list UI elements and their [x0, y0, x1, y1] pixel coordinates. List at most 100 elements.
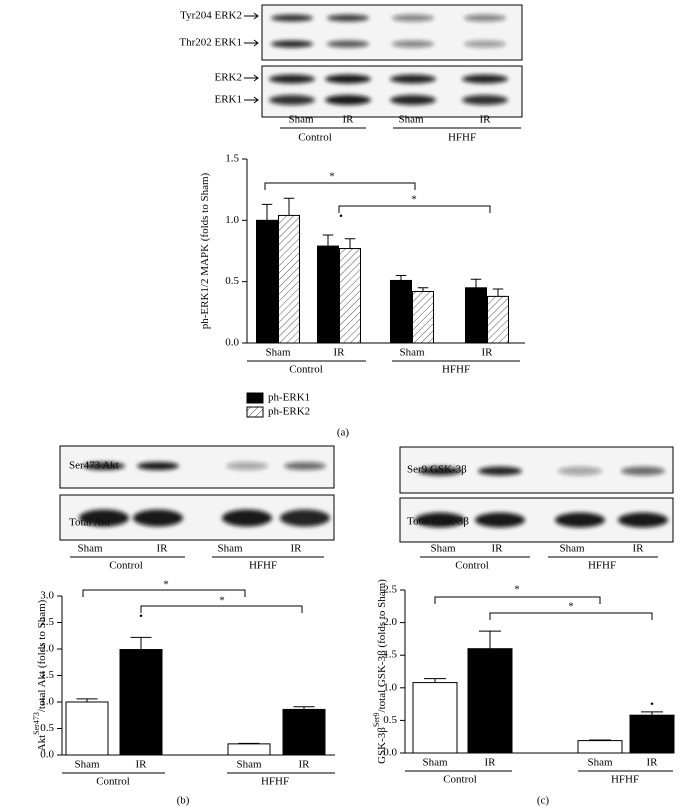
group-label: Control: [455, 560, 489, 572]
x-tick-label: IR: [299, 759, 311, 771]
lane-label: Sham: [77, 543, 103, 555]
y-axis-label-part: /total GSK-3β (folds to Sham): [376, 579, 388, 713]
group-label: Control: [298, 132, 332, 144]
error-bar: [293, 706, 315, 710]
panel-label: (a): [337, 427, 350, 439]
lane-label: IR: [343, 114, 355, 126]
lane-label: Sham: [288, 114, 314, 126]
significance-bracket: [140, 605, 303, 613]
bar: [256, 219, 278, 344]
blot-band: [390, 95, 436, 105]
blot-c: Ser9 GSK-3β Total GSK-3β Sham IR Sham IR…: [399, 446, 674, 572]
error-bar: [589, 739, 611, 741]
y-axis-label-part: Ser473: [32, 712, 41, 735]
blot-band: [83, 462, 125, 470]
y-tick-label: 0.0: [225, 337, 239, 349]
lane-label: IR: [480, 114, 492, 126]
panel-label: (c): [537, 795, 550, 807]
blot-band: [558, 466, 602, 476]
y-axis-label-part: Akt: [36, 735, 48, 752]
lane-label: IR: [492, 543, 504, 555]
x-tick-label: Sham: [587, 757, 613, 769]
legend-swatch: [246, 392, 264, 404]
group-label: HFHF: [448, 132, 476, 144]
annotation: *: [568, 601, 574, 613]
error-bar: [283, 197, 295, 216]
blot-band: [392, 14, 434, 22]
blot-band: [226, 462, 268, 470]
blot-band: [392, 40, 434, 48]
group-label: HFHF: [249, 560, 277, 572]
significance-bracket: [338, 205, 491, 213]
x-tick-label: IR: [485, 757, 497, 769]
y-axis-label: AktSer473/total Akt (folds to Sham): [32, 599, 47, 751]
y-axis-label-part: GSK-3β: [376, 727, 388, 764]
x-tick-label: Sham: [236, 759, 262, 771]
x-tick-label: Sham: [265, 347, 291, 359]
y-tick-label: 0.5: [225, 275, 239, 287]
y-tick-label: 1.5: [383, 649, 397, 661]
blot-band: [133, 509, 183, 527]
blot-band: [390, 74, 436, 84]
blot-a: Tyr204 ERK2 Thr202 ERK1 ERK2 ERK1 Sham I…: [179, 4, 523, 144]
bar: [465, 287, 487, 344]
y-axis-label-part: Ser9: [372, 712, 381, 727]
bar: [629, 714, 675, 754]
blot-band: [621, 466, 665, 476]
y-tick-label: 1.0: [40, 696, 54, 708]
blot-band: [280, 509, 330, 527]
blot-band: [137, 462, 179, 470]
y-tick-label: 0.5: [40, 722, 54, 734]
significance-bracket: [434, 596, 601, 604]
blot-band: [475, 512, 525, 528]
significance-bracket: [82, 589, 246, 597]
lane-label: IR: [291, 543, 303, 555]
y-axis-label: ph-ERK1/2 MAPK (folds to Sham): [199, 172, 211, 329]
blot-band: [327, 14, 369, 22]
x-tick-label: IR: [482, 347, 494, 359]
bar: [577, 740, 623, 754]
group-label: HFHF: [611, 774, 639, 786]
annotation: •: [650, 699, 654, 711]
blot-frame: [261, 4, 523, 61]
bar: [487, 295, 509, 344]
blot-band: [415, 512, 465, 528]
blot-label: Thr202 ERK1: [179, 37, 242, 49]
error-bar: [76, 698, 98, 702]
group-label: Control: [96, 776, 130, 788]
bar: [412, 290, 434, 344]
blot-band: [325, 95, 371, 105]
group-label: Control: [109, 560, 143, 572]
error-bar: [417, 287, 429, 292]
bar: [227, 743, 271, 756]
blot-band: [478, 466, 522, 476]
y-axis-label-part: /total Akt (folds to Sham): [36, 599, 48, 712]
lane-label: Sham: [430, 543, 456, 555]
legend-label: ph-ERK2: [268, 406, 310, 418]
y-axis-label-part: ph-ERK1/2 MAPK (folds to Sham): [199, 172, 211, 329]
error-bar: [424, 678, 446, 683]
group-label: Control: [443, 774, 477, 786]
bar: [339, 248, 361, 344]
blot-band: [464, 14, 506, 22]
y-axis-label: GSK-3βSer9/total GSK-3β (folds to Sham): [372, 579, 387, 764]
blot-band: [555, 512, 605, 528]
annotation: *: [219, 595, 225, 607]
y-tick-label: 0.5: [383, 714, 397, 726]
error-bar: [492, 288, 504, 297]
y-tick-label: 1.0: [225, 214, 239, 226]
y-tick-label: 1.5: [40, 669, 54, 681]
blot-band: [271, 40, 313, 48]
annotation: *: [329, 171, 335, 183]
bar: [65, 701, 109, 756]
group-label: HFHF: [442, 364, 470, 376]
bar: [390, 279, 412, 344]
blot-label: ERK2: [215, 72, 243, 84]
x-tick-label: Sham: [422, 757, 448, 769]
bar: [467, 648, 513, 754]
error-bar: [261, 203, 273, 221]
blot-band: [222, 509, 272, 527]
lane-label: Sham: [217, 543, 243, 555]
group-label: Control: [289, 364, 323, 376]
